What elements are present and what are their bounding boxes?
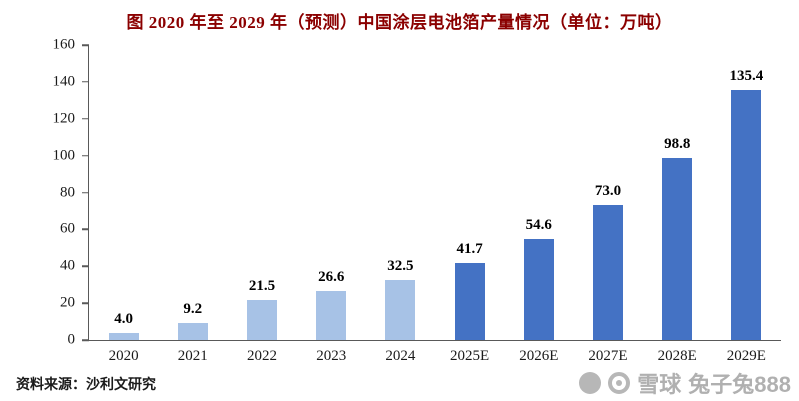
y-tick-label: 40 bbox=[60, 257, 75, 274]
bar-group: 41.7 2025E bbox=[435, 45, 504, 364]
bar-2022 bbox=[246, 300, 277, 340]
x-tick-label: 2025E bbox=[450, 348, 490, 364]
bar-value-label: 9.2 bbox=[183, 301, 203, 318]
bar-2025E bbox=[454, 263, 485, 340]
chart-title: 图 2020 年至 2029 年（预测）中国涂层电池箔产量情况（单位：万吨） bbox=[126, 13, 673, 32]
bar-value-label: 21.5 bbox=[248, 278, 276, 295]
bar-group: 4.0 2020 bbox=[89, 45, 158, 364]
x-tick-label: 2022 bbox=[246, 348, 277, 364]
bar-value-label: 26.6 bbox=[318, 268, 345, 285]
y-tick-label: 60 bbox=[60, 220, 75, 237]
y-tick-label: 20 bbox=[60, 294, 75, 311]
bar-2021 bbox=[177, 323, 208, 340]
x-tick-label: 2023 bbox=[316, 348, 347, 364]
x-tick-label: 2027E bbox=[588, 348, 628, 364]
x-tick-label: 2026E bbox=[519, 348, 559, 364]
y-tick-label: 140 bbox=[52, 73, 76, 90]
y-tick-mark bbox=[82, 191, 89, 194]
y-tick-mark bbox=[82, 228, 89, 231]
y-tick-mark bbox=[82, 44, 89, 46]
y-tick-label: 100 bbox=[52, 147, 76, 164]
bar-2024 bbox=[385, 280, 416, 340]
wechat-icon bbox=[579, 372, 602, 394]
bar-2023 bbox=[316, 290, 347, 340]
bar-group: 73.0 2027E bbox=[573, 45, 642, 364]
bar-value-label: 4.0 bbox=[114, 310, 133, 327]
bar-2027E bbox=[592, 205, 623, 340]
bar-group: 98.8 2028E bbox=[643, 45, 712, 364]
bar-group: 54.6 2026E bbox=[504, 45, 573, 364]
xueqiu-logo-icon bbox=[608, 372, 631, 394]
bar-group: 26.6 2023 bbox=[297, 45, 366, 364]
bar-group: 21.5 2022 bbox=[227, 45, 296, 364]
y-tick-mark bbox=[82, 339, 89, 341]
bar-group: 135.4 2029E bbox=[712, 45, 781, 364]
y-tick-label: 160 bbox=[52, 36, 76, 53]
y-tick-label: 120 bbox=[52, 110, 76, 127]
bar-2020 bbox=[108, 332, 139, 340]
y-tick-mark bbox=[82, 81, 89, 83]
x-tick-label: 2020 bbox=[108, 348, 139, 364]
x-tick-label: 2029E bbox=[726, 348, 766, 364]
y-tick-label: 80 bbox=[60, 184, 75, 200]
bar-value-label: 135.4 bbox=[729, 68, 764, 85]
bar-value-label: 32.5 bbox=[387, 258, 414, 275]
bar-chart-plot-area: 0 20 40 60 80 100 120 140 160 4.0 2020 9.2 2021 21.5 2… bbox=[53, 37, 781, 364]
y-tick-mark bbox=[82, 154, 89, 157]
bar-value-label: 98.8 bbox=[664, 135, 691, 152]
x-tick-label: 2024 bbox=[385, 348, 416, 364]
x-tick-label: 2021 bbox=[177, 348, 208, 364]
bar-group: 9.2 2021 bbox=[158, 45, 227, 364]
y-tick-mark bbox=[82, 265, 89, 267]
bar-value-label: 73.0 bbox=[594, 183, 622, 200]
bar-value-label: 54.6 bbox=[525, 217, 552, 234]
y-tick-mark bbox=[82, 302, 89, 304]
watermark-username: 兔子兔888 bbox=[688, 372, 791, 397]
bar-value-label: 41.7 bbox=[456, 241, 483, 258]
bar-2028E bbox=[662, 157, 693, 340]
watermark-brand: 雪球 bbox=[637, 372, 682, 397]
bar-2029E bbox=[731, 90, 762, 340]
source-note: 资料来源：沙利文研究 bbox=[16, 378, 156, 393]
bar-group: 32.5 2024 bbox=[366, 45, 435, 364]
x-tick-label: 2028E bbox=[657, 348, 697, 364]
y-tick-label: 0 bbox=[67, 331, 76, 348]
bar-2026E bbox=[523, 239, 554, 340]
watermark: 雪球 兔子兔888 bbox=[579, 367, 791, 399]
y-tick-mark bbox=[82, 118, 89, 120]
